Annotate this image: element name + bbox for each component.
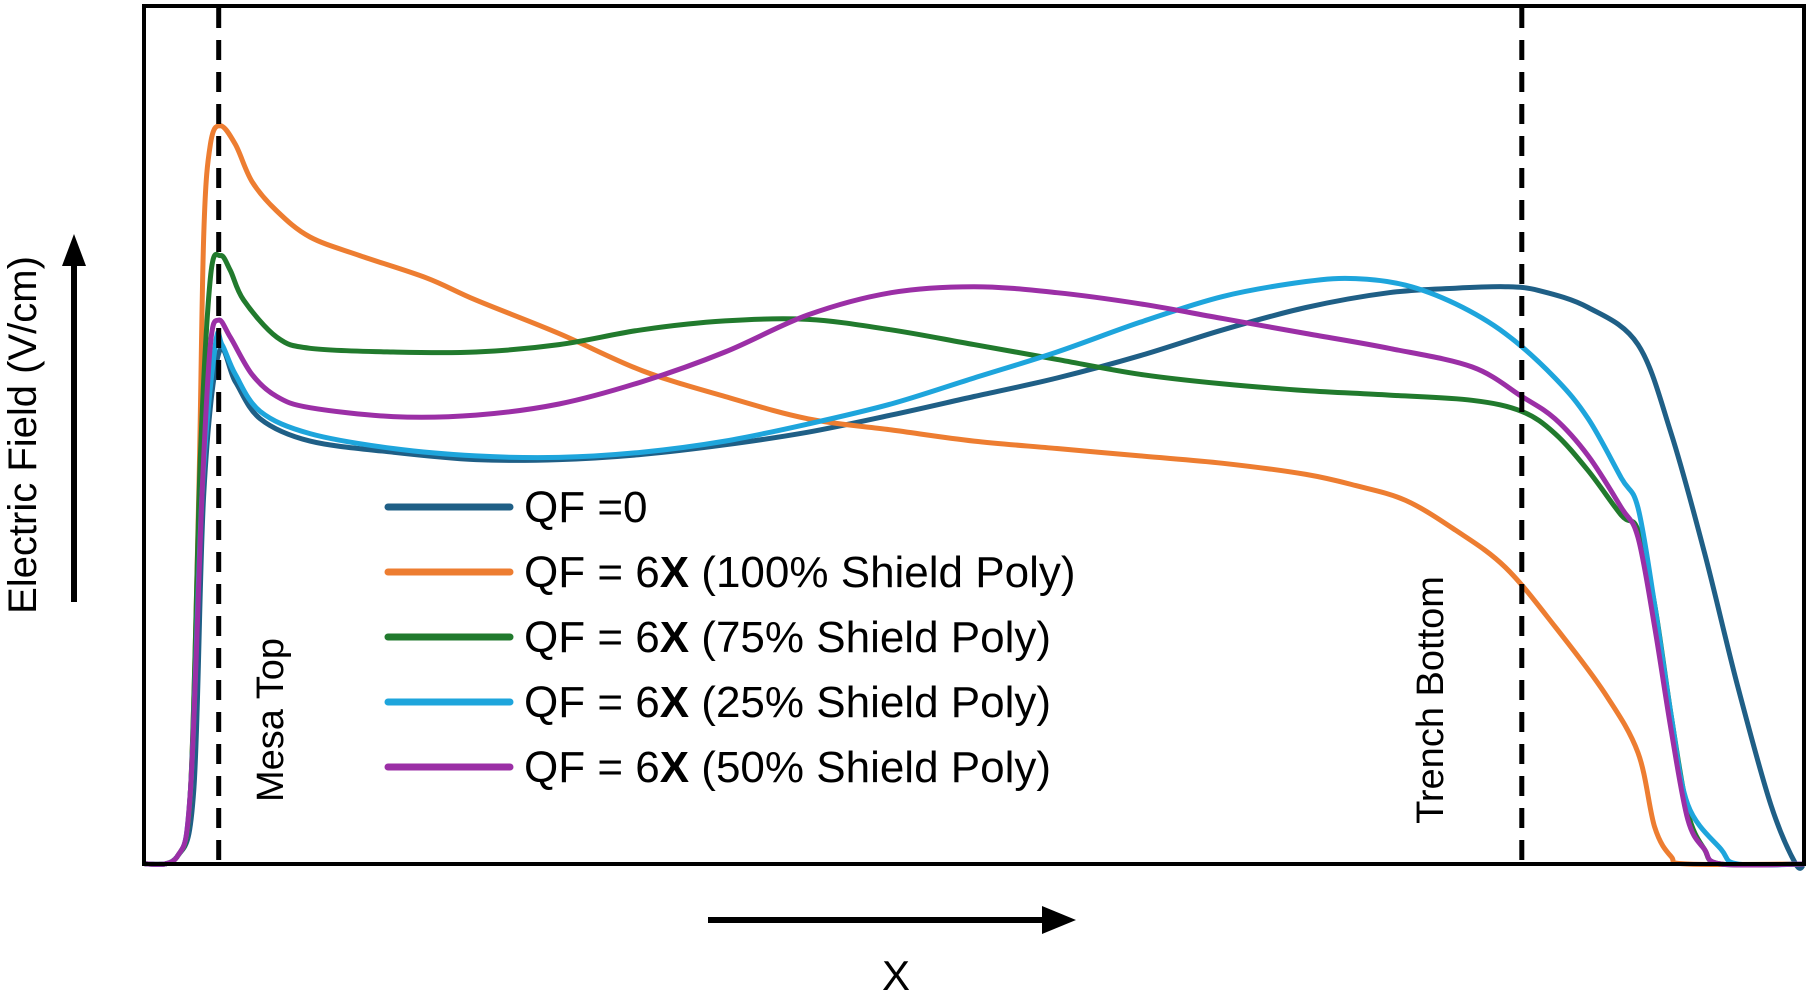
legend: QF =0 QF = 6X (100% Shield Poly) QF = 6X (… bbox=[384, 483, 1076, 792]
legend-label-4: QF = 6X (50% Shield Poly) bbox=[524, 743, 1051, 792]
annotation-markers bbox=[216, 8, 1525, 872]
series-line-1 bbox=[143, 123, 1805, 868]
mesa-top-label: Mesa Top bbox=[250, 638, 292, 802]
x-axis-label: X bbox=[882, 952, 910, 990]
legend-label-1: QF = 6X (100% Shield Poly) bbox=[524, 548, 1076, 597]
y-axis-arrow bbox=[62, 234, 86, 602]
series-line-4 bbox=[143, 284, 1805, 868]
legend-label-3: QF = 6X (25% Shield Poly) bbox=[524, 678, 1051, 727]
plot-frame bbox=[142, 4, 1806, 866]
y-axis-label: Electric Field (V/cm) bbox=[1, 256, 45, 614]
legend-label-2: QF = 6X (75% Shield Poly) bbox=[524, 613, 1051, 662]
x-axis-arrow bbox=[708, 906, 1076, 934]
trench-bottom-label: Trench Bottom bbox=[1410, 576, 1452, 824]
legend-label-0: QF =0 bbox=[524, 483, 648, 532]
